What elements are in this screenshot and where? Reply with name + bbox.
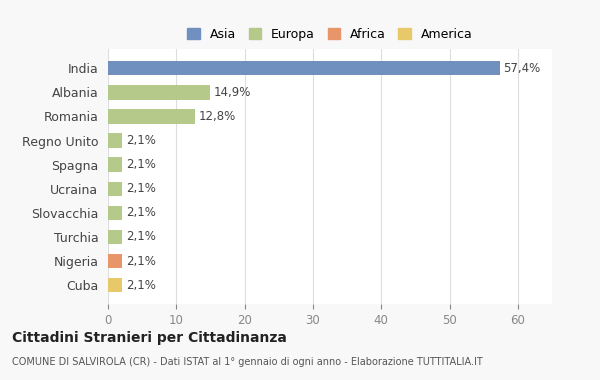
Text: 14,9%: 14,9% bbox=[213, 86, 251, 99]
Bar bbox=[108, 109, 196, 124]
Bar bbox=[108, 85, 210, 100]
Text: 2,1%: 2,1% bbox=[126, 231, 155, 244]
Bar bbox=[108, 254, 122, 268]
Bar bbox=[108, 278, 122, 293]
Text: 2,1%: 2,1% bbox=[126, 134, 155, 147]
Legend: Asia, Europa, Africa, America: Asia, Europa, Africa, America bbox=[182, 22, 478, 46]
Bar bbox=[108, 206, 122, 220]
Bar bbox=[108, 133, 122, 148]
Bar bbox=[108, 182, 122, 196]
Text: 2,1%: 2,1% bbox=[126, 206, 155, 219]
Text: 2,1%: 2,1% bbox=[126, 279, 155, 292]
Text: 12,8%: 12,8% bbox=[199, 110, 236, 123]
Bar bbox=[108, 157, 122, 172]
Text: 2,1%: 2,1% bbox=[126, 182, 155, 195]
Text: 2,1%: 2,1% bbox=[126, 255, 155, 268]
Text: COMUNE DI SALVIROLA (CR) - Dati ISTAT al 1° gennaio di ogni anno - Elaborazione : COMUNE DI SALVIROLA (CR) - Dati ISTAT al… bbox=[12, 357, 483, 367]
Bar bbox=[108, 230, 122, 244]
Bar bbox=[108, 61, 500, 76]
Text: 2,1%: 2,1% bbox=[126, 158, 155, 171]
Text: Cittadini Stranieri per Cittadinanza: Cittadini Stranieri per Cittadinanza bbox=[12, 331, 287, 345]
Text: 57,4%: 57,4% bbox=[503, 62, 541, 75]
